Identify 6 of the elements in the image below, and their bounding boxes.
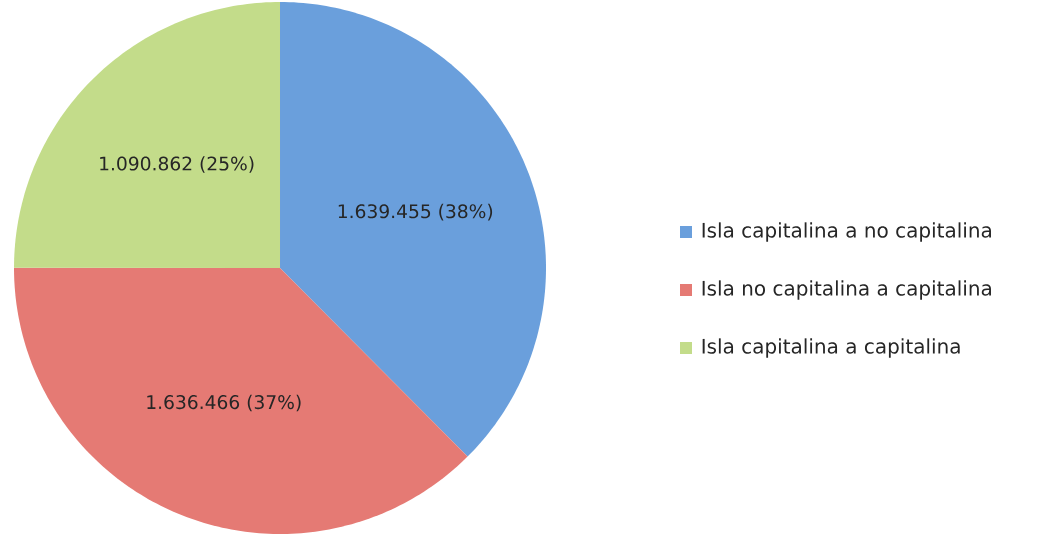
data-label: 1.639.455 (38%) xyxy=(338,203,493,221)
data-label: 1.090.862 (25%) xyxy=(100,156,254,173)
legend-label: Isla no capitalina a capitalina xyxy=(702,280,991,300)
legend-label: Isla capitalina a no capitalina xyxy=(702,222,991,242)
data-label: 1.636.466 (37%) xyxy=(147,394,301,412)
legend-label: Isla capitalina a capitalina xyxy=(702,338,960,358)
